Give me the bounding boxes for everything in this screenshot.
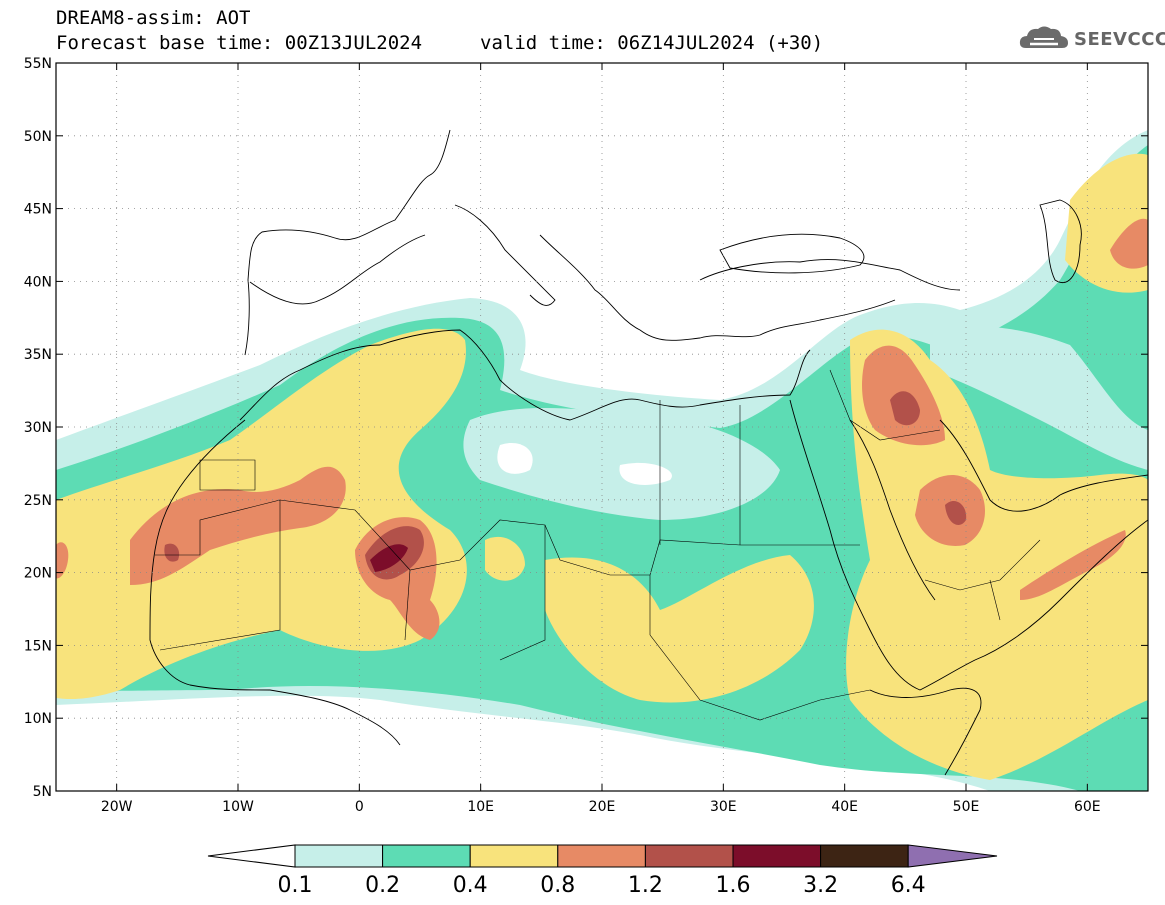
lat-tick-label: 30N <box>24 420 52 436</box>
colorbar-level-label: 3.2 <box>803 873 838 898</box>
colorbar-level-label: 0.1 <box>278 873 313 898</box>
lon-tick-label: 10W <box>222 799 254 815</box>
lon-tick-label: 40E <box>831 799 858 815</box>
colorbar: 0.1 0.2 0.4 0.8 1.2 1.6 3.2 6.4 <box>207 844 998 898</box>
colorbar-level-label: 1.2 <box>628 873 663 898</box>
lat-tick-label: 40N <box>24 274 52 290</box>
lon-tick-label: 20W <box>101 799 133 815</box>
colorbar-segment <box>732 844 822 868</box>
lon-tick-label: 0 <box>355 799 364 815</box>
coastlines <box>149 129 1148 776</box>
lat-tick-label: 5N <box>33 784 52 800</box>
lon-tick-label: 20E <box>589 799 616 815</box>
colorbar-level-label: 0.2 <box>365 873 400 898</box>
map-gridlines <box>56 63 1148 791</box>
lat-tick-label: 55N <box>24 56 52 72</box>
cloud-icon <box>1019 26 1068 48</box>
forecast-base-time: Forecast base time: 00Z13JUL2024 <box>56 32 423 54</box>
lat-tick-label: 35N <box>24 347 52 363</box>
colorbar-level-label: 1.6 <box>716 873 751 898</box>
aot-field <box>56 130 1148 791</box>
logo-text: SEEVCCC <box>1074 28 1165 50</box>
colorbar-level-label: 0.4 <box>453 873 488 898</box>
lat-tick-label: 10N <box>24 711 52 727</box>
colorbar-segment <box>820 844 909 868</box>
colorbar-arrow-high <box>907 844 998 868</box>
colorbar-segment <box>469 844 559 868</box>
map-axis-ticks: 55N 50N 45N 40N 35N 30N 25N 20N 15N 10N 5N 20W 10W 0 1… <box>24 56 1148 815</box>
lat-tick-label: 20N <box>24 566 52 582</box>
valid-time: valid time: 06Z14JUL2024 (+30) <box>480 32 824 54</box>
lon-tick-label: 50E <box>953 799 980 815</box>
lon-tick-label: 30E <box>710 799 737 815</box>
seevccc-logo: SEEVCCC <box>1018 24 1165 54</box>
aot-band-1.6 <box>370 544 408 572</box>
colorbar-arrow-low <box>207 844 296 868</box>
lat-tick-label: 45N <box>24 202 52 218</box>
lat-tick-label: 25N <box>24 493 52 509</box>
colorbar-segment <box>294 844 384 868</box>
lat-tick-label: 15N <box>24 638 52 654</box>
lat-tick-label: 50N <box>24 129 52 145</box>
country-borders <box>155 369 1041 721</box>
colorbar-segment <box>557 844 646 868</box>
lon-tick-label: 10E <box>467 799 494 815</box>
colorbar-segment <box>382 844 471 868</box>
map-title: DREAM8-assim: AOT <box>56 7 251 29</box>
colorbar-segment <box>644 844 734 868</box>
colorbar-level-label: 0.8 <box>540 873 575 898</box>
lon-tick-label: 60E <box>1074 799 1101 815</box>
colorbar-level-label: 6.4 <box>891 873 926 898</box>
